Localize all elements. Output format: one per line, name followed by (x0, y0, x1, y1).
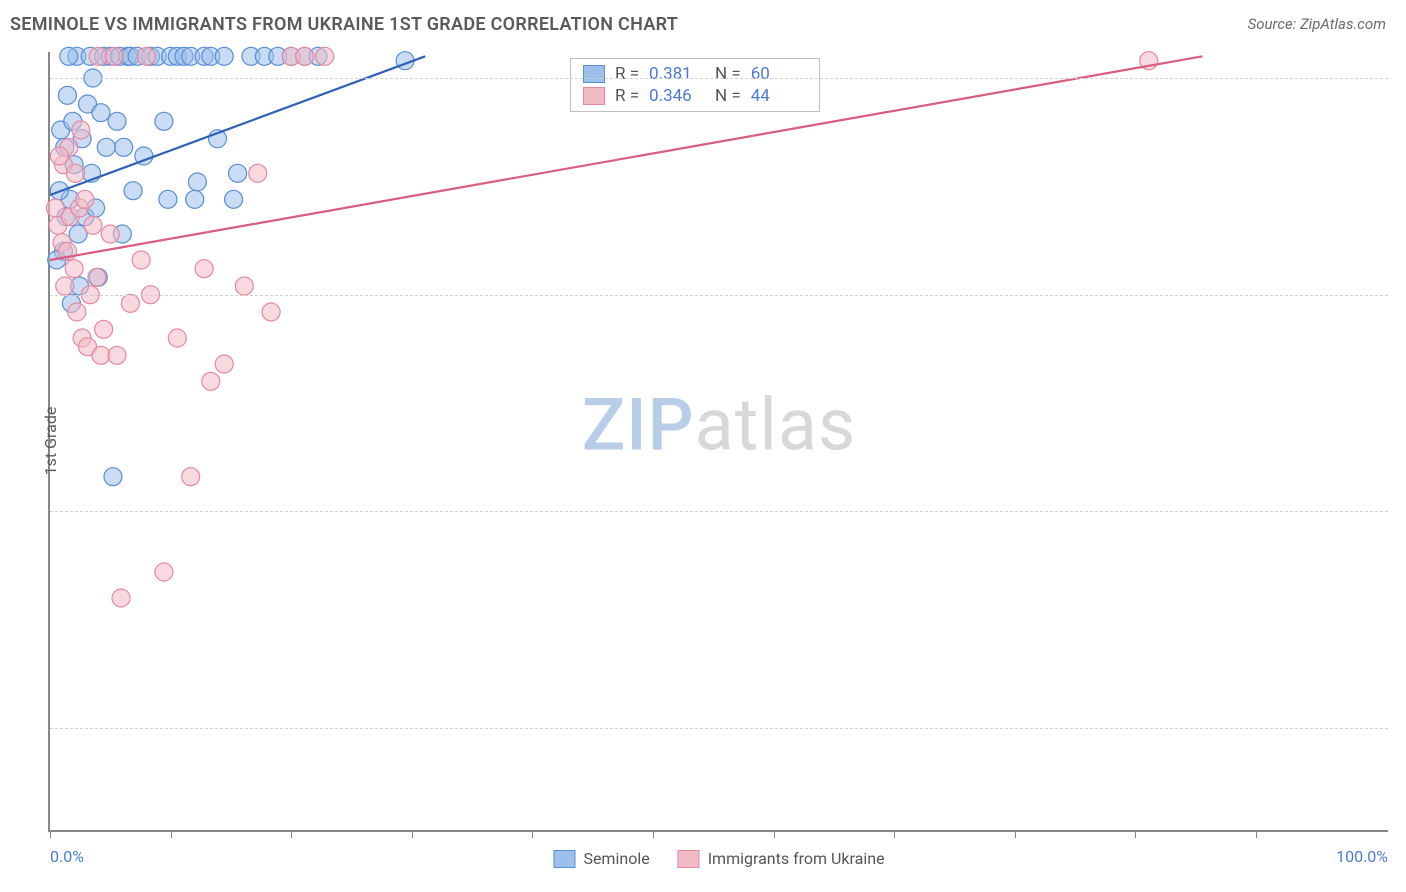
scatter-point (186, 190, 204, 208)
legend-n-label: N = (715, 86, 741, 106)
scatter-point (132, 251, 150, 269)
legend-n-value: 44 (751, 86, 807, 106)
x-tick (653, 830, 654, 838)
chart-title: SEMINOLE VS IMMIGRANTS FROM UKRAINE 1ST … (10, 14, 678, 35)
scatter-point (68, 303, 86, 321)
scatter-point (215, 47, 233, 65)
scatter-point (46, 199, 64, 217)
x-tick (1015, 830, 1016, 838)
scatter-point (105, 47, 123, 65)
chart-svg (50, 52, 1388, 830)
x-tick (1256, 830, 1257, 838)
legend-row: R = 0.381 N = 60 (583, 63, 807, 85)
scatter-point (92, 346, 110, 364)
chart-source: Source: ZipAtlas.com (1248, 15, 1386, 33)
legend-swatch (678, 850, 700, 868)
scatter-point (84, 216, 102, 234)
gridline (50, 511, 1388, 512)
legend-correlation-box: R = 0.381 N = 60 R = 0.346 N = 44 (570, 58, 820, 112)
plot-region: ZIPatlas R =0.381N =60R =0.346N =44 1st … (48, 52, 1388, 832)
scatter-point (66, 164, 84, 182)
legend-swatch (583, 87, 605, 105)
scatter-point (124, 182, 142, 200)
x-tick (532, 830, 533, 838)
scatter-point (159, 190, 177, 208)
scatter-point (235, 277, 253, 295)
legend-r-label: R = (615, 86, 639, 106)
y-tick-label: 92.5% (1396, 719, 1406, 738)
scatter-point (215, 355, 233, 373)
scatter-point (225, 190, 243, 208)
scatter-point (229, 164, 247, 182)
scatter-point (155, 112, 173, 130)
legend-swatch (583, 65, 605, 83)
legend-bottom-item: Seminole (553, 849, 649, 868)
x-tick (774, 830, 775, 838)
scatter-point (155, 563, 173, 581)
legend-swatch (553, 850, 575, 868)
scatter-point (195, 260, 213, 278)
scatter-point (168, 329, 186, 347)
scatter-point (115, 138, 133, 156)
x-tick (50, 830, 51, 838)
scatter-point (188, 173, 206, 191)
scatter-point (182, 468, 200, 486)
scatter-point (121, 294, 139, 312)
gridline (50, 78, 1388, 79)
legend-bottom-item: Immigrants from Ukraine (678, 849, 885, 868)
legend-r-value: 0.346 (649, 86, 705, 106)
scatter-point (56, 277, 74, 295)
scatter-point (89, 47, 107, 65)
scatter-point (249, 164, 267, 182)
chart-area: ZIPatlas R =0.381N =60R =0.346N =44 1st … (48, 52, 1388, 832)
gridline (50, 728, 1388, 729)
scatter-point (88, 268, 106, 286)
x-axis-max-label: 100.0% (1336, 847, 1388, 866)
scatter-point (50, 147, 68, 165)
scatter-point (262, 303, 280, 321)
legend-bottom: Seminole Immigrants from Ukraine (553, 849, 884, 868)
legend-r-value: 0.381 (649, 64, 705, 84)
chart-header: SEMINOLE VS IMMIGRANTS FROM UKRAINE 1ST … (0, 0, 1406, 48)
legend-n-label: N = (715, 64, 741, 84)
y-axis-title: 1st Grade (41, 407, 60, 476)
x-tick (171, 830, 172, 838)
scatter-point (316, 47, 334, 65)
scatter-point (95, 320, 113, 338)
x-tick (894, 830, 895, 838)
gridline (50, 295, 1388, 296)
scatter-point (101, 225, 119, 243)
legend-row: R = 0.346 N = 44 (583, 85, 807, 107)
scatter-point (296, 47, 314, 65)
scatter-point (60, 47, 78, 65)
scatter-point (76, 190, 94, 208)
legend-series-label: Seminole (583, 849, 649, 868)
scatter-point (65, 260, 83, 278)
scatter-point (97, 138, 115, 156)
legend-r-label: R = (615, 64, 639, 84)
legend-n-value: 60 (751, 64, 807, 84)
x-axis-min-label: 0.0% (50, 847, 84, 866)
scatter-point (202, 372, 220, 390)
x-tick (1135, 830, 1136, 838)
scatter-point (58, 86, 76, 104)
y-tick-label: 95.0% (1396, 502, 1406, 521)
scatter-point (104, 468, 122, 486)
scatter-point (92, 104, 110, 122)
scatter-point (112, 589, 130, 607)
y-tick-label: 100.0% (1396, 69, 1406, 88)
y-tick-label: 97.5% (1396, 285, 1406, 304)
scatter-point (72, 121, 90, 139)
legend-series-label: Immigrants from Ukraine (708, 849, 885, 868)
scatter-point (108, 112, 126, 130)
x-tick (291, 830, 292, 838)
scatter-point (137, 47, 155, 65)
x-tick (412, 830, 413, 838)
scatter-point (108, 346, 126, 364)
